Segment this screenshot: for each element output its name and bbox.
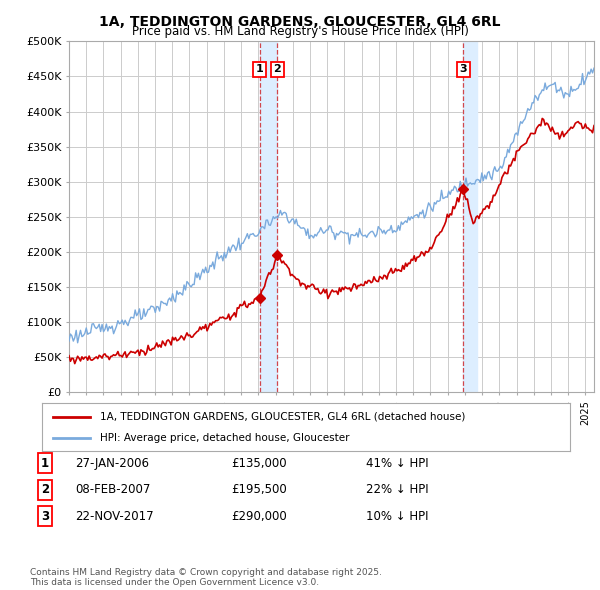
Text: 41% ↓ HPI: 41% ↓ HPI — [366, 457, 428, 470]
Text: 10% ↓ HPI: 10% ↓ HPI — [366, 510, 428, 523]
Text: 3: 3 — [41, 510, 49, 523]
Text: 08-FEB-2007: 08-FEB-2007 — [75, 483, 151, 496]
Text: 22% ↓ HPI: 22% ↓ HPI — [366, 483, 428, 496]
Text: 27-JAN-2006: 27-JAN-2006 — [75, 457, 149, 470]
Text: 2: 2 — [274, 64, 281, 74]
Text: 3: 3 — [459, 64, 467, 74]
Text: Contains HM Land Registry data © Crown copyright and database right 2025.
This d: Contains HM Land Registry data © Crown c… — [30, 568, 382, 587]
Text: 1A, TEDDINGTON GARDENS, GLOUCESTER, GL4 6RL: 1A, TEDDINGTON GARDENS, GLOUCESTER, GL4 … — [99, 15, 501, 29]
Text: HPI: Average price, detached house, Gloucester: HPI: Average price, detached house, Glou… — [100, 433, 350, 443]
Bar — [260, 41, 277, 392]
Bar — [463, 41, 477, 392]
Text: Price paid vs. HM Land Registry's House Price Index (HPI): Price paid vs. HM Land Registry's House … — [131, 25, 469, 38]
Text: 1: 1 — [256, 64, 263, 74]
Text: 1A, TEDDINGTON GARDENS, GLOUCESTER, GL4 6RL (detached house): 1A, TEDDINGTON GARDENS, GLOUCESTER, GL4 … — [100, 411, 466, 421]
Text: £290,000: £290,000 — [231, 510, 287, 523]
Text: 22-NOV-2017: 22-NOV-2017 — [75, 510, 154, 523]
Text: 2: 2 — [41, 483, 49, 496]
Text: £135,000: £135,000 — [231, 457, 287, 470]
Text: 1: 1 — [41, 457, 49, 470]
Text: £195,500: £195,500 — [231, 483, 287, 496]
